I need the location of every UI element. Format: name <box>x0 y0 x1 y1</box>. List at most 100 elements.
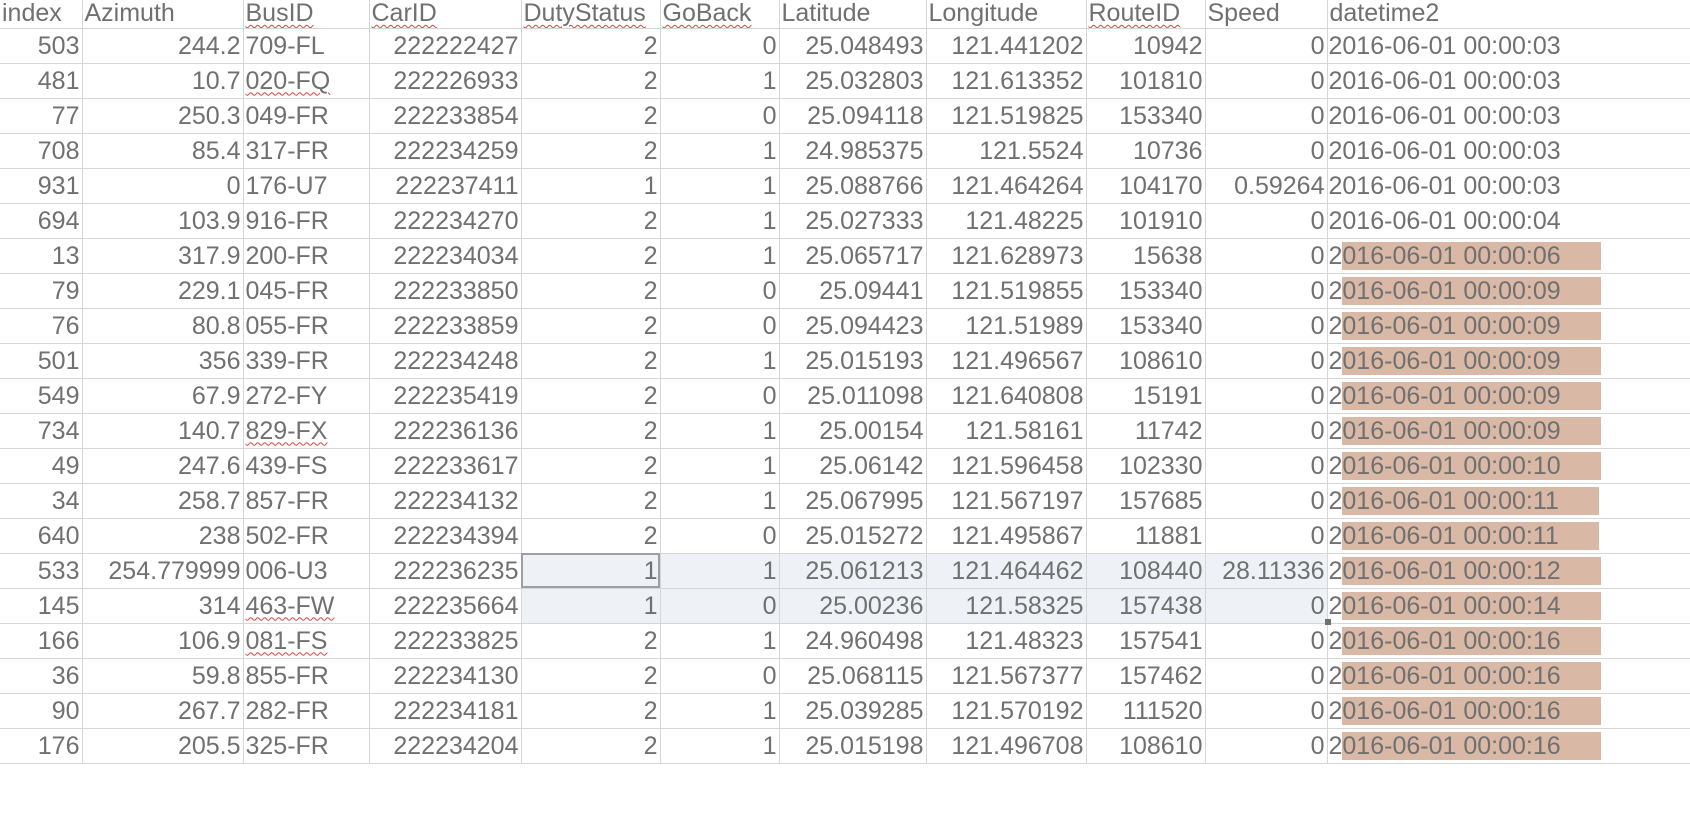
cell-index[interactable]: 734 <box>0 413 83 449</box>
cell-dt[interactable]: 2016-06-01 00:00:03 <box>1327 168 1690 204</box>
cell-azimuth[interactable]: 103.9 <box>82 203 244 239</box>
cell-azimuth[interactable]: 0 <box>82 168 244 204</box>
cell-dt[interactable]: 2016-06-01 00:00:12 <box>1327 553 1690 589</box>
cell-lat[interactable]: 25.088766 <box>779 168 927 204</box>
cell-carid[interactable]: 222234248 <box>369 343 522 379</box>
cell-carid[interactable]: 222233825 <box>369 623 522 659</box>
cell-goback[interactable]: 1 <box>660 203 780 239</box>
cell-route[interactable]: 102330 <box>1086 448 1206 484</box>
cell-speed[interactable]: 0 <box>1205 413 1328 449</box>
cell-lat[interactable]: 25.00236 <box>779 588 927 624</box>
cell-busid[interactable]: 439-FS <box>243 448 370 484</box>
cell-speed[interactable]: 0 <box>1205 63 1328 99</box>
cell-busid[interactable]: 857-FR <box>243 483 370 519</box>
cell-azimuth[interactable]: 314 <box>82 588 244 624</box>
cell-route[interactable]: 108440 <box>1086 553 1206 589</box>
cell-dt[interactable]: 2016-06-01 00:00:03 <box>1327 98 1690 134</box>
cell-lon[interactable]: 121.628973 <box>926 238 1087 274</box>
cell-duty[interactable]: 2 <box>521 98 661 134</box>
cell-lon[interactable]: 121.495867 <box>926 518 1087 554</box>
cell-duty[interactable]: 2 <box>521 693 661 729</box>
cell-route[interactable]: 101910 <box>1086 203 1206 239</box>
cell-lat[interactable]: 25.067995 <box>779 483 927 519</box>
cell-index[interactable]: 166 <box>0 623 83 659</box>
cell-goback[interactable]: 0 <box>660 658 780 694</box>
cell-busid[interactable]: 463-FW <box>243 588 370 624</box>
cell-lon[interactable]: 121.640808 <box>926 378 1087 414</box>
cell-lon[interactable]: 121.613352 <box>926 63 1087 99</box>
cell-lon[interactable]: 121.48323 <box>926 623 1087 659</box>
cell-goback[interactable]: 1 <box>660 693 780 729</box>
cell-route[interactable]: 108610 <box>1086 728 1206 764</box>
cell-goback[interactable]: 1 <box>660 238 780 274</box>
cell-azimuth[interactable]: 247.6 <box>82 448 244 484</box>
cell-busid[interactable]: 282-FR <box>243 693 370 729</box>
cell-duty[interactable]: 2 <box>521 63 661 99</box>
cell-lon[interactable]: 121.570192 <box>926 693 1087 729</box>
cell-azimuth[interactable]: 67.9 <box>82 378 244 414</box>
cell-azimuth[interactable]: 229.1 <box>82 273 244 309</box>
cell-duty[interactable]: 2 <box>521 483 661 519</box>
cell-carid[interactable]: 222236136 <box>369 413 522 449</box>
cell-dt[interactable]: 2016-06-01 00:00:14 <box>1327 588 1690 624</box>
cell-dt[interactable]: 2016-06-01 00:00:09 <box>1327 378 1690 414</box>
cell-busid[interactable]: 709-FL <box>243 28 370 64</box>
cell-azimuth[interactable]: 244.2 <box>82 28 244 64</box>
cell-route[interactable]: 11881 <box>1086 518 1206 554</box>
cell-lat[interactable]: 25.061213 <box>779 553 927 589</box>
cell-busid[interactable]: 200-FR <box>243 238 370 274</box>
cell-azimuth[interactable]: 317.9 <box>82 238 244 274</box>
cell-lon[interactable]: 121.48225 <box>926 203 1087 239</box>
cell-index[interactable]: 77 <box>0 98 83 134</box>
cell-carid[interactable]: 222234181 <box>369 693 522 729</box>
cell-goback[interactable]: 0 <box>660 273 780 309</box>
cell-dt[interactable]: 2016-06-01 00:00:09 <box>1327 413 1690 449</box>
cell-azimuth[interactable]: 10.7 <box>82 63 244 99</box>
cell-carid[interactable]: 222226933 <box>369 63 522 99</box>
cell-index[interactable]: 481 <box>0 63 83 99</box>
cell-lon[interactable]: 121.58161 <box>926 413 1087 449</box>
cell-goback[interactable]: 0 <box>660 28 780 64</box>
cell-duty[interactable]: 2 <box>521 28 661 64</box>
cell-goback[interactable]: 1 <box>660 168 780 204</box>
cell-route[interactable]: 15191 <box>1086 378 1206 414</box>
cell-goback[interactable]: 1 <box>660 623 780 659</box>
cell-lat[interactable]: 25.015272 <box>779 518 927 554</box>
cell-carid[interactable]: 222235419 <box>369 378 522 414</box>
cell-lon[interactable]: 121.5524 <box>926 133 1087 169</box>
cell-carid[interactable]: 222234204 <box>369 728 522 764</box>
cell-carid[interactable]: 222234034 <box>369 238 522 274</box>
cell-index[interactable]: 694 <box>0 203 83 239</box>
cell-carid[interactable]: 222222427 <box>369 28 522 64</box>
cell-lat[interactable]: 25.094118 <box>779 98 927 134</box>
column-header-lat[interactable]: Latitude <box>779 0 927 29</box>
cell-dt[interactable]: 2016-06-01 00:00:03 <box>1327 63 1690 99</box>
cell-duty[interactable]: 2 <box>521 273 661 309</box>
cell-route[interactable]: 10736 <box>1086 133 1206 169</box>
cell-lon[interactable]: 121.496708 <box>926 728 1087 764</box>
cell-duty[interactable]: 2 <box>521 448 661 484</box>
cell-busid[interactable]: 055-FR <box>243 308 370 344</box>
cell-goback[interactable]: 0 <box>660 378 780 414</box>
cell-lat[interactable]: 25.09441 <box>779 273 927 309</box>
cell-lon[interactable]: 121.567377 <box>926 658 1087 694</box>
cell-lat[interactable]: 25.068115 <box>779 658 927 694</box>
column-header-azimuth[interactable]: Azimuth <box>82 0 244 29</box>
cell-lon[interactable]: 121.51989 <box>926 308 1087 344</box>
cell-duty[interactable]: 2 <box>521 238 661 274</box>
cell-lat[interactable]: 25.039285 <box>779 693 927 729</box>
cell-busid[interactable]: 829-FX <box>243 413 370 449</box>
cell-busid[interactable]: 855-FR <box>243 658 370 694</box>
cell-duty[interactable]: 2 <box>521 623 661 659</box>
cell-carid[interactable]: 222233854 <box>369 98 522 134</box>
cell-carid[interactable]: 222234259 <box>369 133 522 169</box>
cell-carid[interactable]: 222233859 <box>369 308 522 344</box>
cell-lon[interactable]: 121.464264 <box>926 168 1087 204</box>
cell-speed[interactable]: 0 <box>1205 98 1328 134</box>
cell-dt[interactable]: 2016-06-01 00:00:16 <box>1327 693 1690 729</box>
cell-route[interactable]: 111520 <box>1086 693 1206 729</box>
cell-busid[interactable]: 502-FR <box>243 518 370 554</box>
cell-speed[interactable]: 0 <box>1205 308 1328 344</box>
cell-busid[interactable]: 916-FR <box>243 203 370 239</box>
cell-speed[interactable]: 0 <box>1205 378 1328 414</box>
